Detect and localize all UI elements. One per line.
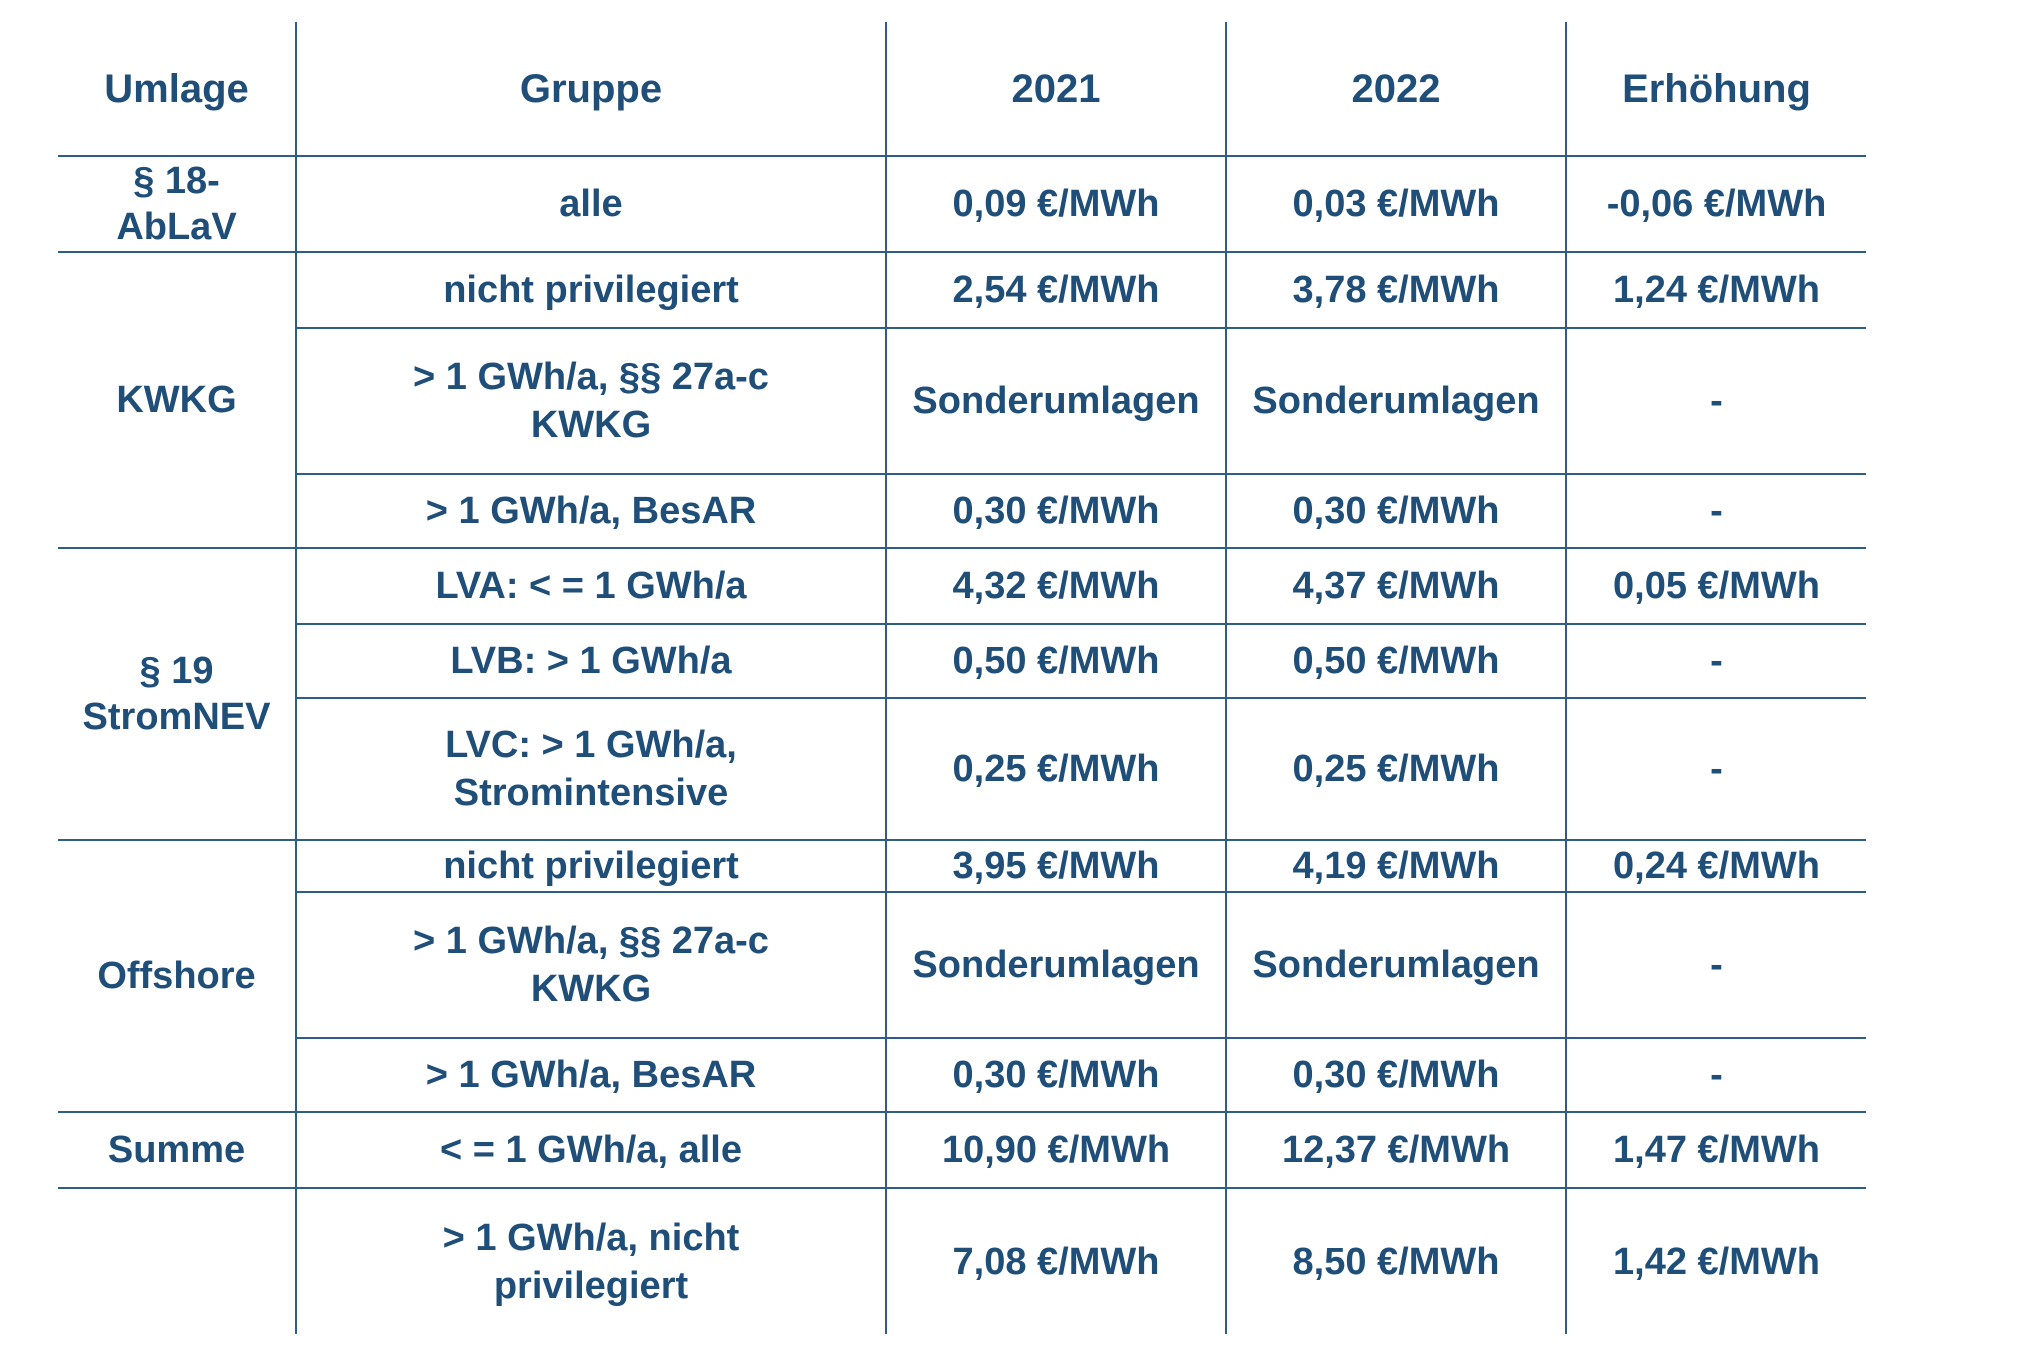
y2021-cell: 0,30 €/MWh: [885, 473, 1226, 548]
y2021-cell: 3,95 €/MWh: [885, 839, 1226, 892]
table-body: § 18- AbLaV alle 0,09 €/MWh 0,03 €/MWh -0,06 …: [58, 155, 1866, 1334]
erhoehung-cell: 1,42 €/MWh: [1565, 1187, 1866, 1334]
gruppe-cell: LVB: > 1 GWh/a: [295, 623, 886, 698]
y2021-cell: 4,32 €/MWh: [885, 547, 1226, 624]
erhoehung-cell: -: [1565, 697, 1866, 840]
gruppe-cell: LVC: > 1 GWh/a, Stromintensive: [295, 697, 886, 840]
gruppe-cell: nicht privilegiert: [295, 839, 886, 892]
gruppe-cell: > 1 GWh/a, §§ 27a-c KWKG: [295, 327, 886, 474]
table-row: > 1 GWh/a, §§ 27a-c KWKG Sonderumlagen Sond…: [58, 891, 1866, 1038]
y2022-cell: 0,50 €/MWh: [1225, 623, 1566, 698]
header-2021: 2021: [885, 22, 1226, 156]
gruppe-cell: > 1 GWh/a, BesAR: [295, 473, 886, 548]
y2021-cell: 2,54 €/MWh: [885, 251, 1226, 328]
header-erhoehung: Erhöhung: [1565, 22, 1866, 156]
y2022-cell: 0,03 €/MWh: [1225, 155, 1566, 252]
umlagen-table-container: Umlage Gruppe 2021 2022 Erhöhung § 18- Ab…: [58, 22, 1866, 1334]
gruppe-cell: < = 1 GWh/a, alle: [295, 1111, 886, 1188]
umlage-cell: Offshore: [58, 839, 296, 1112]
gruppe-cell: nicht privilegiert: [295, 251, 886, 328]
y2021-cell: 10,90 €/MWh: [885, 1111, 1226, 1188]
y2022-cell: 0,30 €/MWh: [1225, 1037, 1566, 1112]
erhoehung-cell: -0,06 €/MWh: [1565, 155, 1866, 252]
table-row: § 19 StromNEV LVA: < = 1 GWh/a 4,32 €/MWh 4,…: [58, 547, 1866, 840]
gruppe-cell: LVA: < = 1 GWh/a: [295, 547, 886, 624]
y2021-cell: 7,08 €/MWh: [885, 1187, 1226, 1334]
gruppe-cell: > 1 GWh/a, §§ 27a-c KWKG: [295, 891, 886, 1038]
table-row: > 1 GWh/a, nicht privilegiert 7,08 €/MWh 8,…: [58, 1187, 1866, 1334]
header-gruppe: Gruppe: [295, 22, 886, 156]
gruppe-cell: > 1 GWh/a, nicht privilegiert: [295, 1187, 886, 1334]
table-row: LVB: > 1 GWh/a 0,50 €/MWh 0,50 €/MWh -: [58, 623, 1866, 698]
erhoehung-cell: 0,05 €/MWh: [1565, 547, 1866, 624]
table-row: Offshore nicht privilegiert 3,95 €/MWh 4,19…: [58, 839, 1866, 1112]
erhoehung-cell: 1,24 €/MWh: [1565, 251, 1866, 328]
y2022-cell: 4,19 €/MWh: [1225, 839, 1566, 892]
y2022-cell: 0,30 €/MWh: [1225, 473, 1566, 548]
gruppe-cell: alle: [295, 155, 886, 252]
erhoehung-cell: -: [1565, 1037, 1866, 1112]
y2022-cell: 8,50 €/MWh: [1225, 1187, 1566, 1334]
header-row: Umlage Gruppe 2021 2022 Erhöhung: [58, 22, 1866, 156]
umlage-cell: Summe: [58, 1111, 296, 1188]
y2022-cell: 3,78 €/MWh: [1225, 251, 1566, 328]
table-row: LVC: > 1 GWh/a, Stromintensive 0,25 €/MWh 0…: [58, 697, 1866, 840]
header-umlage: Umlage: [104, 66, 249, 111]
umlage-cell: KWKG: [58, 251, 296, 548]
y2022-cell: Sonderumlagen: [1225, 327, 1566, 474]
y2021-cell: 0,50 €/MWh: [885, 623, 1226, 698]
y2021-cell: Sonderumlagen: [885, 891, 1226, 1038]
umlagen-table: Umlage Gruppe 2021 2022 Erhöhung § 18- Ab…: [58, 22, 1866, 1334]
erhoehung-cell: -: [1565, 327, 1866, 474]
erhoehung-cell: 1,47 €/MWh: [1565, 1111, 1866, 1188]
y2021-cell: 0,30 €/MWh: [885, 1037, 1226, 1112]
y2021-cell: 0,25 €/MWh: [885, 697, 1226, 840]
table-row: Summe < = 1 GWh/a, alle 10,90 €/MWh 12,37 €…: [58, 1111, 1866, 1188]
table-row: > 1 GWh/a, §§ 27a-c KWKG Sonderumlagen Sond…: [58, 327, 1866, 474]
y2021-cell: Sonderumlagen: [885, 327, 1226, 474]
table-row: KWKG nicht privilegiert 2,54 €/MWh 3,78 €/M…: [58, 251, 1866, 548]
y2022-cell: 0,25 €/MWh: [1225, 697, 1566, 840]
erhoehung-cell: -: [1565, 623, 1866, 698]
erhoehung-cell: -: [1565, 891, 1866, 1038]
umlage-cell: § 18- AbLaV: [58, 155, 296, 252]
erhoehung-cell: 0,24 €/MWh: [1565, 839, 1866, 892]
y2021-cell: 0,09 €/MWh: [885, 155, 1226, 252]
y2022-cell: Sonderumlagen: [1225, 891, 1566, 1038]
umlage-cell: § 19 StromNEV: [58, 547, 296, 840]
table-row: > 1 GWh/a, BesAR 0,30 €/MWh 0,30 €/MWh -: [58, 1037, 1866, 1112]
y2022-cell: 12,37 €/MWh: [1225, 1111, 1566, 1188]
umlage-cell: [58, 1187, 296, 1334]
header-2022: 2022: [1225, 22, 1566, 156]
table-row: § 18- AbLaV alle 0,09 €/MWh 0,03 €/MWh -0,06 …: [58, 155, 1866, 252]
gruppe-cell: > 1 GWh/a, BesAR: [295, 1037, 886, 1112]
table-row: > 1 GWh/a, BesAR 0,30 €/MWh 0,30 €/MWh -: [58, 473, 1866, 548]
y2022-cell: 4,37 €/MWh: [1225, 547, 1566, 624]
erhoehung-cell: -: [1565, 473, 1866, 548]
